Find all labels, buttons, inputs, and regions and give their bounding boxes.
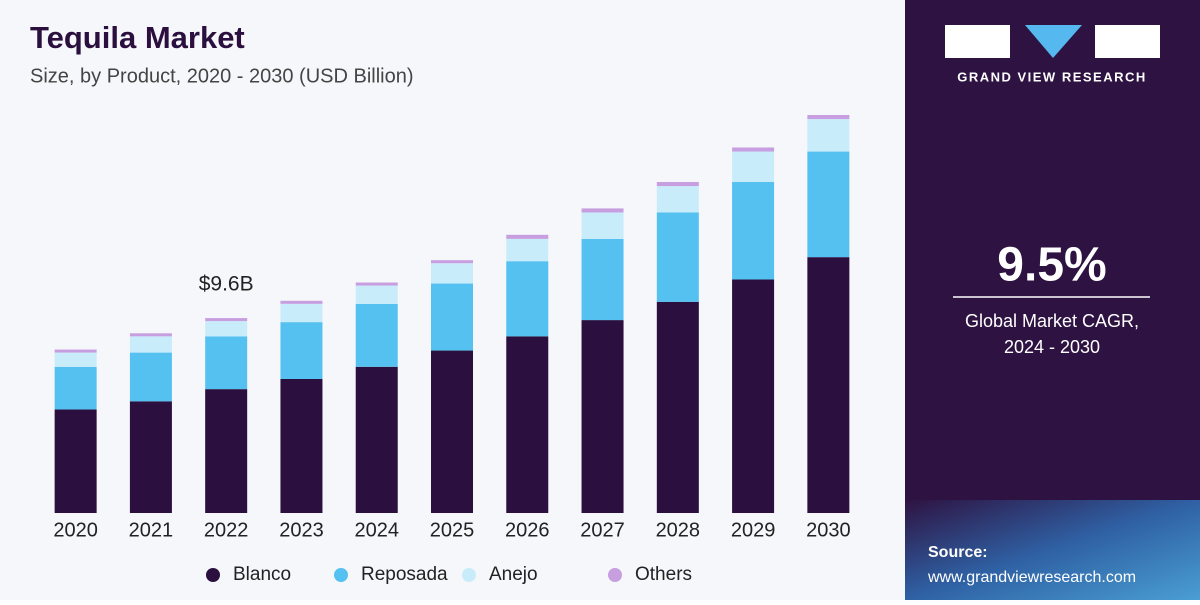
bar-segment: [129, 336, 172, 353]
bar-segment: [355, 285, 398, 304]
source-url: www.grandviewresearch.com: [927, 569, 1136, 586]
legend-label: Others: [635, 564, 692, 585]
bar-segment: [581, 238, 624, 321]
bar-segment: [506, 238, 549, 262]
bar-segment: [431, 350, 473, 513]
bar-segment: [431, 263, 473, 284]
bar-segment: [129, 333, 172, 337]
legend-swatch: [608, 568, 622, 582]
bar-segment: [656, 301, 699, 513]
bar-segment: [581, 212, 624, 239]
bar-segment: [581, 320, 624, 513]
bar-segment: [280, 300, 323, 304]
legend-swatch: [462, 568, 476, 582]
bar-segment: [129, 352, 172, 402]
bar-segment: [807, 115, 850, 120]
bar-segment: [280, 378, 323, 513]
x-tick-label: 2029: [731, 519, 776, 541]
bar-segment: [732, 151, 775, 183]
x-tick-label: 2030: [806, 519, 851, 541]
x-tick-label: 2026: [505, 519, 550, 541]
bar-segment: [431, 283, 473, 351]
bar-segment: [656, 186, 699, 213]
bar-segment: [355, 366, 398, 513]
bar-segment: [280, 322, 323, 379]
source-label: Source:: [928, 544, 988, 561]
logo-block: [1095, 25, 1160, 58]
bar-segment: [54, 366, 97, 410]
bar-segment: [732, 182, 775, 280]
bar-segment: [280, 303, 323, 323]
x-tick-label: 2028: [656, 519, 701, 541]
logo-block: [945, 25, 1010, 58]
bar-segment: [581, 208, 624, 213]
cagr-caption: 2024 - 2030: [1004, 337, 1100, 357]
x-tick-label: 2020: [53, 519, 98, 541]
bar-segment: [205, 389, 248, 513]
bar-segment: [807, 151, 850, 258]
bar-segment: [656, 182, 699, 187]
bar-segment: [807, 119, 850, 152]
legend-swatch: [334, 568, 348, 582]
bar-segment: [732, 279, 775, 513]
x-tick-label: 2027: [580, 519, 625, 541]
bar-segment: [656, 212, 699, 302]
bar-segment: [205, 321, 248, 337]
x-tick-label: 2024: [354, 519, 399, 541]
total-annotation: $9.6B: [199, 273, 254, 296]
bar-segment: [205, 318, 248, 322]
bar-segment: [54, 352, 97, 367]
bar-segment: [732, 147, 775, 152]
bar-segment: [355, 282, 398, 286]
legend-label: Reposada: [361, 564, 448, 585]
chart-subtitle: Size, by Product, 2020 - 2030 (USD Billi…: [30, 65, 414, 87]
cagr-caption: Global Market CAGR,: [965, 311, 1139, 331]
x-tick-label: 2021: [129, 519, 174, 541]
bar-segment: [205, 336, 248, 390]
bar-segment: [129, 401, 172, 513]
legend-swatch: [206, 568, 220, 582]
bar-segment: [54, 349, 97, 353]
bar-segment: [506, 336, 549, 513]
x-tick-label: 2025: [430, 519, 475, 541]
x-tick-label: 2023: [279, 519, 324, 541]
bar-segment: [54, 409, 97, 513]
bar-segment: [807, 257, 850, 513]
bar-segment: [431, 260, 473, 264]
logo-triangle: [1025, 25, 1082, 58]
cagr-value: 9.5%: [997, 239, 1106, 292]
bar-segment: [506, 234, 549, 239]
legend-label: Blanco: [233, 564, 291, 585]
bar-segment: [506, 261, 549, 337]
bar-segment: [355, 303, 398, 367]
x-tick-label: 2022: [204, 519, 249, 541]
legend-label: Anejo: [489, 564, 538, 585]
sidebar-wave: [905, 500, 1200, 600]
brand-name: GRAND VIEW RESEARCH: [957, 69, 1147, 84]
chart-title: Tequila Market: [30, 20, 245, 55]
